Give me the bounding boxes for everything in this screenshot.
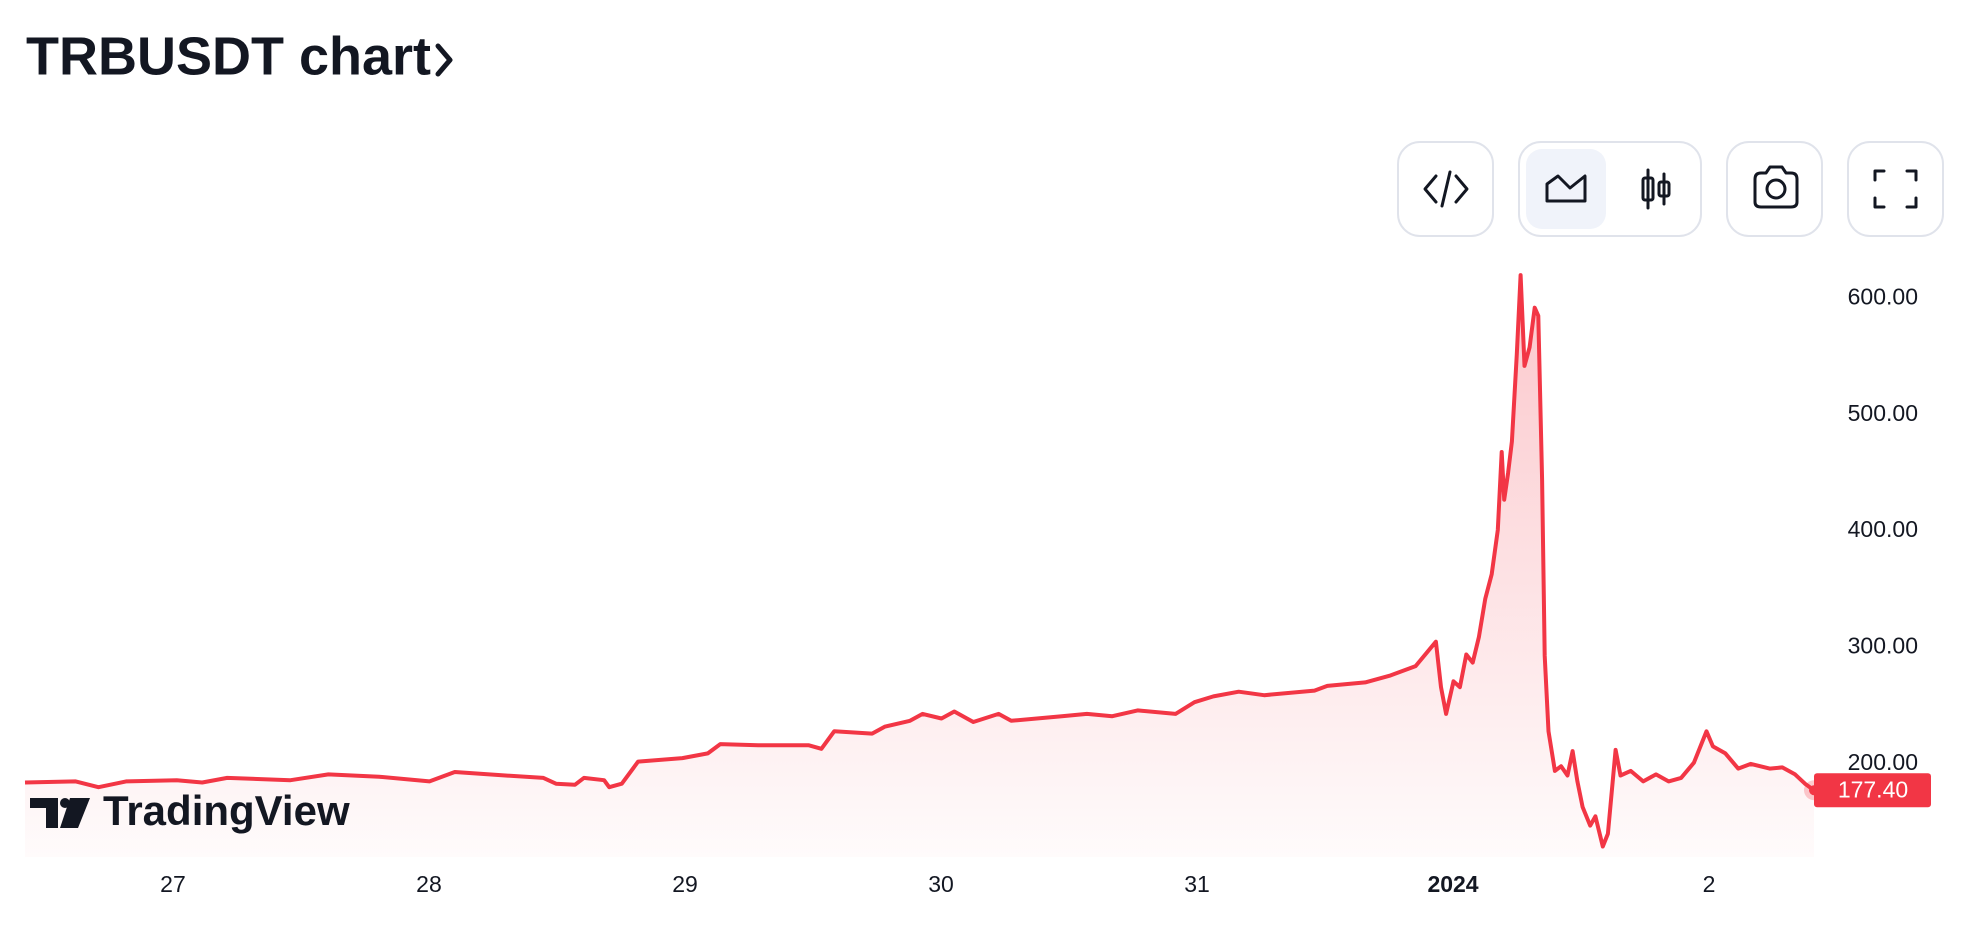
x-tick-label: 28 bbox=[416, 871, 442, 897]
x-tick-label: 31 bbox=[1184, 871, 1210, 897]
fullscreen-button[interactable] bbox=[1847, 141, 1944, 237]
candle-icon-body bbox=[1657, 180, 1671, 198]
tradingview-logo bbox=[30, 798, 90, 828]
y-tick-label: 300.00 bbox=[1848, 633, 1918, 659]
y-tick-label: 400.00 bbox=[1848, 516, 1918, 542]
button-frame[interactable] bbox=[1726, 141, 1823, 237]
chart-style-group bbox=[1518, 141, 1702, 237]
candle-icon-wick bbox=[1646, 168, 1666, 210]
area-fill bbox=[25, 275, 1814, 858]
chart-title[interactable]: TRBUSDT chart bbox=[26, 26, 431, 86]
tradingview-logo-dot bbox=[60, 798, 70, 808]
y-tick-label: 500.00 bbox=[1848, 400, 1918, 426]
x-tick-label: 2 bbox=[1703, 871, 1716, 897]
camera-lens bbox=[1765, 178, 1787, 200]
x-tick-label: 2024 bbox=[1427, 871, 1478, 897]
area-icon bbox=[1545, 174, 1587, 203]
watermark: TradingView bbox=[30, 787, 350, 834]
fullscreen-icon bbox=[1873, 169, 1918, 209]
button-frame[interactable] bbox=[1847, 141, 1944, 237]
toolbar bbox=[1397, 141, 1944, 237]
last-price-label: 177.40 bbox=[1838, 776, 1908, 802]
watermark-text: TradingView bbox=[103, 787, 350, 834]
candle-icon-body bbox=[1641, 176, 1655, 202]
last-price-badge bbox=[1814, 773, 1931, 808]
snapshot-button[interactable] bbox=[1726, 141, 1823, 237]
title-chevron[interactable] bbox=[435, 43, 453, 77]
embed-button[interactable] bbox=[1397, 141, 1494, 237]
embed-icon bbox=[1423, 170, 1469, 208]
camera-icon bbox=[1753, 165, 1799, 209]
price-line bbox=[24, 273, 1816, 849]
plot-area: 200.00 300.00 400.00 500.00 600.00 27 28 29 30 31… bbox=[24, 273, 1931, 897]
x-tick-label: 30 bbox=[928, 871, 954, 897]
area-style-button[interactable] bbox=[1526, 149, 1606, 229]
x-tick-label: 27 bbox=[160, 871, 186, 897]
x-tick-label: 29 bbox=[672, 871, 698, 897]
candle-style-button[interactable] bbox=[1641, 168, 1671, 210]
y-tick-label: 200.00 bbox=[1848, 749, 1918, 775]
y-tick-label: 600.00 bbox=[1848, 283, 1918, 309]
